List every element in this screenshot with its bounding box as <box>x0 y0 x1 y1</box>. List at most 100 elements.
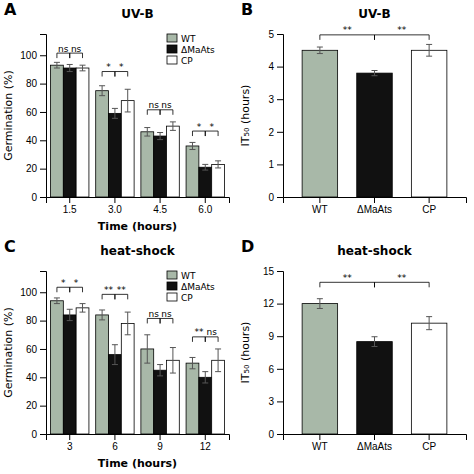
tick: 3 <box>268 94 283 105</box>
legend-swatch <box>167 45 177 53</box>
plot-area <box>302 44 447 197</box>
error-bar <box>125 89 131 112</box>
tick-label: CP <box>422 441 436 452</box>
title: UV-B <box>358 7 390 21</box>
axis-line <box>40 35 47 198</box>
error-bar <box>144 335 150 363</box>
significance-label: ns <box>206 327 217 337</box>
bar <box>63 68 76 197</box>
tick-label: 12 <box>200 441 212 452</box>
x-axis: 36912 <box>47 434 230 452</box>
x-axis-title: Time (hours) <box>98 220 177 233</box>
bar <box>154 136 167 197</box>
bar <box>154 370 167 434</box>
y-axis: 020406080100 <box>20 35 46 203</box>
bar <box>76 68 89 197</box>
tick: CP <box>422 434 436 452</box>
tick: 40 <box>26 372 46 383</box>
error-bar <box>99 310 105 320</box>
y-axis-title: IT₅₀ (hours) <box>239 322 252 384</box>
error-bar <box>80 304 86 313</box>
tick-label: 2 <box>268 127 274 138</box>
tick: ΔMaAts <box>357 434 392 452</box>
tick-mark <box>277 34 283 35</box>
tick-mark <box>277 401 283 402</box>
significance-label: ** <box>343 25 353 35</box>
tick-mark <box>277 164 283 165</box>
tick: 100 <box>20 50 46 61</box>
tick: 3.0 <box>108 197 122 215</box>
tick-label: 20 <box>26 400 38 411</box>
tick-label: 4.5 <box>153 204 167 215</box>
legend-swatch <box>167 282 177 290</box>
error-bar <box>54 62 60 68</box>
tick-label: 6 <box>112 441 118 452</box>
error-bar <box>170 122 176 131</box>
tick-mark <box>40 406 46 407</box>
tick-mark <box>160 434 161 440</box>
tick: 3 <box>268 396 283 407</box>
tick: 4 <box>268 61 283 72</box>
y-axis-title: Germination (%) <box>2 70 15 161</box>
tick-label: 60 <box>26 107 38 118</box>
tick-mark <box>205 434 206 440</box>
tick-mark <box>69 434 70 440</box>
significance-bracket <box>102 72 115 77</box>
tick: 2 <box>268 127 283 138</box>
significance-bracket <box>205 131 218 136</box>
tick-label: 3 <box>268 396 274 407</box>
legend-item: CP <box>167 56 193 66</box>
significance-bracket <box>375 282 430 287</box>
tick-label: 3.0 <box>108 204 122 215</box>
tick: 80 <box>26 78 46 89</box>
x-axis: WTΔMaAtsCP <box>284 434 467 452</box>
panel: 03691215WTΔMaAtsCPheat-shockIT₅₀ (hours)… <box>239 237 467 452</box>
axis-line <box>40 272 47 435</box>
error-bar <box>317 299 323 309</box>
significance-label: * <box>106 62 111 72</box>
tick-mark <box>40 434 46 435</box>
tick: ΔMaAts <box>357 197 392 215</box>
panel-label: B <box>241 0 253 19</box>
significance-label: ns <box>71 44 82 54</box>
tick-mark <box>277 369 283 370</box>
error-bar <box>144 128 150 137</box>
legend-item: ΔMaAts <box>167 45 215 55</box>
tick-mark <box>40 55 46 56</box>
bar <box>141 132 154 197</box>
error-bar <box>317 47 323 54</box>
tick-mark <box>374 197 375 203</box>
significance-bracket <box>160 318 173 323</box>
tick-label: 3 <box>67 441 73 452</box>
significance-label: ** <box>397 25 407 35</box>
error-bar <box>170 348 176 374</box>
tick-mark <box>40 169 46 170</box>
significance-label: ** <box>104 285 114 295</box>
tick-label: 100 <box>20 50 37 61</box>
bar <box>51 301 64 434</box>
significance-bracket <box>320 35 375 40</box>
y-axis: 020406080100 <box>20 272 46 440</box>
error-bar <box>80 65 86 71</box>
annotations: **** <box>320 273 429 288</box>
tick: WT <box>312 197 328 215</box>
legend-item: CP <box>167 293 193 303</box>
tick-mark <box>277 197 283 198</box>
axis-line <box>277 272 284 435</box>
significance-bracket <box>375 35 430 40</box>
tick-mark <box>277 271 283 272</box>
significance-bracket <box>102 294 115 299</box>
tick-mark <box>429 434 430 440</box>
legend: WTΔMaAtsCP <box>167 34 215 66</box>
annotations: ******nsns**ns <box>57 278 218 342</box>
tick: CP <box>422 197 436 215</box>
tick-label: 4 <box>268 61 274 72</box>
tick-label: 60 <box>26 344 38 355</box>
legend-label: CP <box>181 293 193 303</box>
tick-label: 9 <box>268 331 274 342</box>
tick: 3 <box>67 434 73 452</box>
tick-label: CP <box>422 204 436 215</box>
tick-label: 40 <box>26 135 38 146</box>
title: UV-B <box>121 7 153 21</box>
tick: 1.5 <box>63 197 77 215</box>
